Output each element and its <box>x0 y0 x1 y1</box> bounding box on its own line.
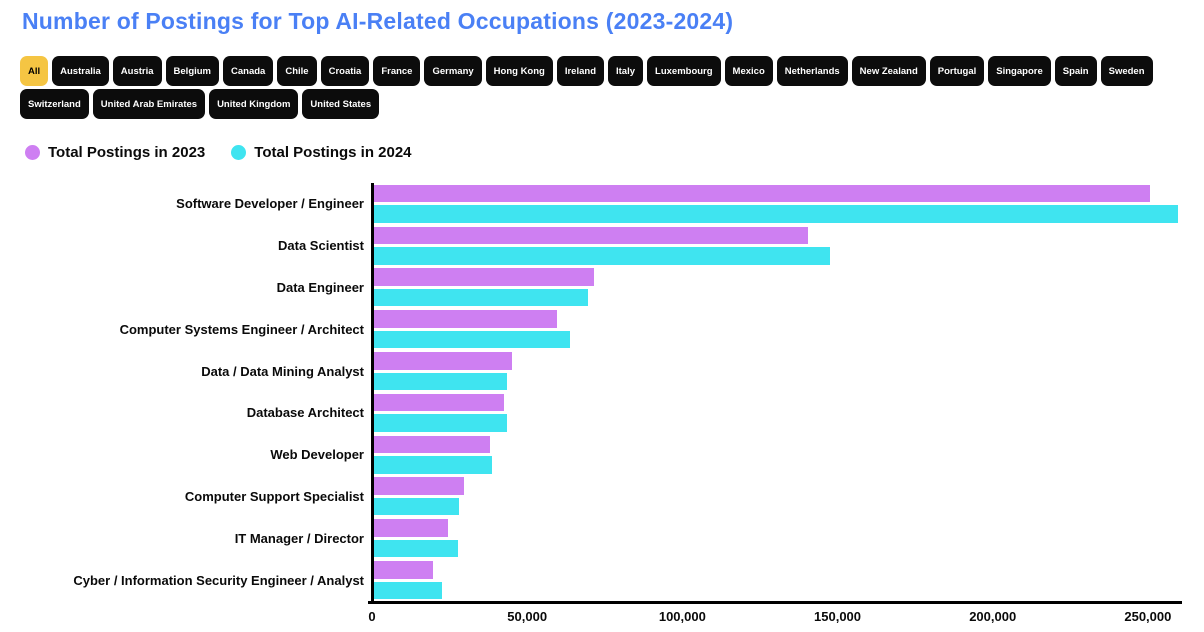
chart-row-data-data-mining-analyst: Data / Data Mining Analyst <box>0 350 1184 392</box>
filter-chip-luxembourg[interactable]: Luxembourg <box>647 56 721 86</box>
bar-total-postings-in-2023-web-developer <box>374 435 491 454</box>
filter-chip-belgium[interactable]: Belgium <box>165 56 220 86</box>
filter-chip-portugal[interactable]: Portugal <box>929 56 985 86</box>
chart-row-computer-support-specialist: Computer Support Specialist <box>0 476 1184 518</box>
x-tick-label-50-000: 50,000 <box>507 609 548 624</box>
filter-chip-sweden[interactable]: Sweden <box>1100 56 1153 86</box>
chart-row-computer-systems-engineer-architect: Computer Systems Engineer / Architect <box>0 308 1184 350</box>
bar-group <box>374 350 1184 392</box>
bar-total-postings-in-2023-database-architect <box>374 393 505 412</box>
filter-chip-all[interactable]: All <box>20 56 49 86</box>
bar-total-postings-in-2023-it-manager-director <box>374 519 449 537</box>
x-tick-label-250-000: 250,000 <box>1124 609 1172 624</box>
filter-chip-austria[interactable]: Austria <box>112 56 162 86</box>
x-axis-ticks: 0 50,000 100,000 150,000 200,000 250,000 <box>368 609 1182 629</box>
bar-group <box>374 183 1184 225</box>
filter-chip-croatia[interactable]: Croatia <box>320 56 370 86</box>
bar-total-postings-in-2023-computer-support-specialist <box>374 477 464 495</box>
category-label: Cyber / Information Security Engineer / … <box>73 572 364 588</box>
category-label: Computer Systems Engineer / Architect <box>119 321 364 337</box>
bar-total-postings-in-2023-data-engineer <box>374 268 595 286</box>
chart-row-data-engineer: Data Engineer <box>0 267 1184 309</box>
filter-chip-ireland[interactable]: Ireland <box>556 56 604 86</box>
bar-total-postings-in-2024-data-data-mining-analyst <box>374 372 508 391</box>
filter-chip-singapore[interactable]: Singapore <box>988 56 1051 86</box>
chart-row-software-developer-engineer: Software Developer / Engineer <box>0 183 1184 225</box>
x-axis-line <box>368 601 1182 604</box>
filter-chip-switzerland[interactable]: Switzerland <box>20 89 89 119</box>
filter-chip-france[interactable]: France <box>373 56 421 86</box>
bar-total-postings-in-2024-cyber-information-security-engineer-analyst <box>374 581 443 600</box>
filter-chip-chile[interactable]: Chile <box>277 56 317 86</box>
filter-chip-italy[interactable]: Italy <box>608 56 644 86</box>
legend-item-total-postings-in-2024[interactable]: Total Postings in 2024 <box>231 144 412 161</box>
filter-chip-netherlands[interactable]: Netherlands <box>776 56 848 86</box>
bar-group <box>374 434 1184 476</box>
filter-chip-united-arab-emirates[interactable]: United Arab Emirates <box>92 89 206 119</box>
bar-total-postings-in-2023-data-data-mining-analyst <box>374 352 513 370</box>
x-tick-label-200-000: 200,000 <box>969 609 1017 624</box>
bar-total-postings-in-2024-data-engineer <box>374 288 589 307</box>
chart-row-database-architect: Database Architect <box>0 392 1184 434</box>
bar-chart: Software Developer / Engineer Data Scient… <box>0 183 1204 632</box>
bar-group <box>374 225 1184 267</box>
bar-total-postings-in-2024-computer-systems-engineer-architect <box>374 330 570 349</box>
bar-group <box>374 476 1184 518</box>
filter-chip-mexico[interactable]: Mexico <box>724 56 773 86</box>
legend-label: Total Postings in 2023 <box>48 144 206 161</box>
bar-group <box>374 559 1184 601</box>
category-label: Data / Data Mining Analyst <box>201 363 364 379</box>
category-label: Web Developer <box>270 447 364 463</box>
bar-total-postings-in-2023-computer-systems-engineer-architect <box>374 310 558 328</box>
chart-row-web-developer: Web Developer <box>0 434 1184 476</box>
page-title: Number of Postings for Top AI-Related Oc… <box>22 8 734 34</box>
bar-total-postings-in-2023-data-scientist <box>374 226 809 245</box>
bar-total-postings-in-2024-data-scientist <box>374 247 831 265</box>
bar-total-postings-in-2024-computer-support-specialist <box>374 497 460 516</box>
legend-dot-icon <box>231 145 247 160</box>
bar-total-postings-in-2024-software-developer-engineer <box>374 205 1178 223</box>
bar-group <box>374 308 1184 350</box>
bar-total-postings-in-2023-software-developer-engineer <box>374 184 1150 203</box>
x-tick-label-100-000: 100,000 <box>658 609 706 624</box>
bar-chart-rows: Software Developer / Engineer Data Scient… <box>0 183 1184 601</box>
category-label: Data Engineer <box>276 279 364 295</box>
legend-label: Total Postings in 2024 <box>254 144 412 161</box>
chart-row-cyber-information-security-engineer-analyst: Cyber / Information Security Engineer / … <box>0 559 1184 601</box>
chart-row-it-manager-director: IT Manager / Director <box>0 517 1184 559</box>
filter-chip-australia[interactable]: Australia <box>52 56 109 86</box>
filter-chip-new-zealand[interactable]: New Zealand <box>851 56 926 86</box>
filter-chip-germany[interactable]: Germany <box>424 56 482 86</box>
x-tick-label-150-000: 150,000 <box>814 609 862 624</box>
x-tick-label-0: 0 <box>368 609 376 624</box>
bar-group <box>374 392 1184 434</box>
filter-chip-united-kingdom[interactable]: United Kingdom <box>209 89 299 119</box>
country-filter-bar: All Australia Austria Belgium Canada Chile Cro… <box>20 56 1192 119</box>
category-label: Computer Support Specialist <box>184 488 364 504</box>
filter-chip-united-states[interactable]: United States <box>302 89 380 119</box>
chart-legend: Total Postings in 2023 Total Postings in … <box>25 144 412 161</box>
chart-row-data-scientist: Data Scientist <box>0 225 1184 267</box>
bar-total-postings-in-2024-web-developer <box>374 456 492 474</box>
bar-total-postings-in-2023-cyber-information-security-engineer-analyst <box>374 561 433 579</box>
legend-dot-icon <box>25 145 40 160</box>
bar-total-postings-in-2024-database-architect <box>374 414 508 432</box>
category-label: IT Manager / Director <box>234 530 364 546</box>
bar-group <box>374 517 1184 559</box>
bar-group <box>374 267 1184 309</box>
filter-chip-hong-kong[interactable]: Hong Kong <box>485 56 553 86</box>
filter-chip-spain[interactable]: Spain <box>1054 56 1097 86</box>
category-label: Software Developer / Engineer <box>176 196 364 212</box>
legend-item-total-postings-in-2023[interactable]: Total Postings in 2023 <box>25 144 205 161</box>
filter-chip-canada[interactable]: Canada <box>223 56 274 86</box>
y-axis-line <box>371 183 374 604</box>
bar-total-postings-in-2024-it-manager-director <box>374 539 458 558</box>
category-label: Data Scientist <box>278 238 364 254</box>
category-label: Database Architect <box>246 405 364 421</box>
